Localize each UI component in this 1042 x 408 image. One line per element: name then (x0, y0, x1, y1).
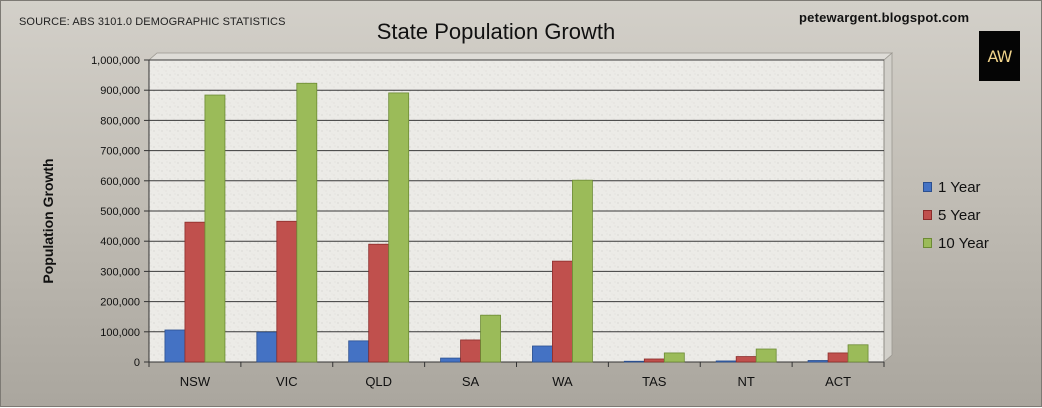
x-tick-label: SA (462, 374, 480, 389)
chart-title: State Population Growth (376, 19, 616, 44)
bar-sa-10-year (480, 314, 501, 363)
logo-text: AW (987, 46, 1013, 66)
bar-sa-5-year (460, 339, 481, 363)
y-tick-label: 200,000 (100, 297, 140, 309)
bar-act-5-year (827, 352, 849, 363)
legend-item-1-year: 1 Year (923, 173, 989, 201)
aw-logo: AW (979, 31, 1020, 81)
bar-vic-1-year (256, 331, 278, 363)
y-tick-label: 400,000 (100, 236, 140, 248)
y-tick-label: 600,000 (100, 176, 140, 188)
y-tick-label: 700,000 (100, 146, 140, 158)
source-note: SOURCE: ABS 3101.0 DEMOGRAPHIC STATISTIC… (19, 16, 286, 28)
plot-top-edge (147, 52, 894, 61)
x-tick-label: ACT (825, 374, 851, 389)
bar-sa-1-year (440, 357, 461, 363)
bar-nsw-10-year (204, 94, 226, 363)
legend-item-5-year: 5 Year (923, 201, 989, 229)
x-tick-label: VIC (276, 374, 298, 389)
legend-item-10-year: 10 Year (923, 229, 989, 257)
bar-tas-10-year (663, 352, 685, 363)
x-tick-label: QLD (365, 374, 392, 389)
x-tick-label: NT (738, 374, 755, 389)
bar-act-10-year (847, 344, 869, 363)
x-tick-label: NSW (180, 374, 211, 389)
bar-vic-5-year (276, 220, 298, 363)
x-tick-label: WA (552, 374, 573, 389)
bar-act-1-year (807, 360, 829, 363)
bar-nsw-5-year (184, 221, 206, 363)
bar-nt-5-year (735, 356, 757, 363)
bar-qld-1-year (348, 340, 370, 363)
bar-tas-1-year (623, 360, 645, 363)
y-tick-label: 0 (134, 357, 140, 369)
bar-nt-10-year (755, 348, 777, 363)
bar-wa-5-year (552, 260, 573, 363)
legend-swatch-5-year (923, 210, 932, 220)
chart-legend: 1 Year 5 Year 10 Year (923, 173, 989, 257)
y-tick-label: 1,000,000 (91, 55, 140, 67)
blog-url: petewargent.blogspot.com (799, 10, 970, 25)
legend-label-1-year: 1 Year (938, 178, 981, 196)
bar-tas-5-year (643, 358, 665, 363)
y-tick-label: 800,000 (100, 115, 140, 127)
plot-side-edge (883, 52, 893, 363)
y-tick-label: 500,000 (100, 206, 140, 218)
legend-label-10-year: 10 Year (938, 234, 989, 252)
bar-qld-10-year (388, 92, 410, 363)
y-tick-label: 900,000 (100, 85, 140, 97)
legend-swatch-1-year (923, 182, 932, 192)
x-tick-label: TAS (642, 374, 667, 389)
bar-nt-1-year (715, 360, 737, 363)
legend-swatch-10-year (923, 238, 932, 248)
y-axis-title: Population Growth (40, 158, 56, 283)
bar-vic-10-year (296, 82, 318, 363)
bar-wa-1-year (532, 345, 553, 363)
bar-qld-5-year (368, 243, 390, 363)
y-tick-label: 300,000 (100, 266, 140, 278)
bar-wa-10-year (572, 179, 593, 363)
y-tick-label: 100,000 (100, 327, 140, 339)
bar-nsw-1-year (164, 329, 186, 363)
legend-label-5-year: 5 Year (938, 206, 981, 224)
